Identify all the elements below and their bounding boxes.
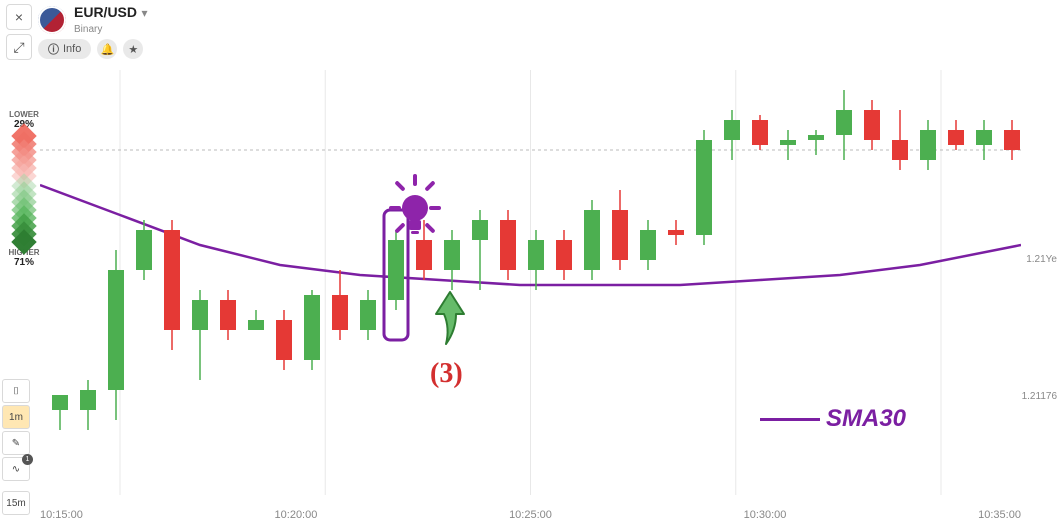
chart-header: × ⤢ EUR/USD ▾ Binary ⓘ Info 🔔 ★ [0, 0, 154, 68]
favorite-button[interactable]: ★ [123, 39, 143, 59]
pair-flag-icon [38, 6, 66, 34]
timeframe-1m-button[interactable]: 1m [2, 405, 30, 429]
draw-button[interactable]: ✎ [2, 431, 30, 455]
indicator-button[interactable]: ∿ 1 [2, 457, 30, 481]
instrument-selector[interactable]: EUR/USD ▾ Binary [38, 4, 148, 35]
x-tick: 10:20:00 [275, 509, 318, 521]
dropdown-icon: ▾ [141, 6, 147, 20]
x-tick: 10:15:00 [40, 509, 83, 521]
up-arrow-icon [432, 290, 468, 353]
y-tick: 1.21Ye [1026, 254, 1057, 265]
x-tick: 10:25:00 [509, 509, 552, 521]
x-tick: 10:30:00 [744, 509, 787, 521]
x-tick: 10:35:00 [978, 509, 1021, 521]
alert-button[interactable]: 🔔 [97, 39, 117, 59]
candle-style-button[interactable]: ⌷ [2, 379, 30, 403]
close-button[interactable]: × [6, 4, 32, 30]
x-axis: 10:15:00 10:20:00 10:25:00 10:30:00 10:35:00 [40, 509, 1021, 521]
timeframe-15m-button[interactable]: 15m [2, 491, 30, 515]
pair-subtitle: Binary [74, 24, 148, 35]
y-tick: 1.21176 [1022, 391, 1057, 402]
left-toolbar: ⌷ 1m ✎ ∿ 1 15m [2, 379, 30, 515]
pair-name-label: EUR/USD [74, 4, 137, 20]
expand-button[interactable]: ⤢ [6, 34, 32, 60]
info-button[interactable]: ⓘ Info [38, 39, 91, 59]
annotation-number: (3) [430, 358, 463, 390]
legend-line-icon [760, 418, 820, 421]
idea-bulb-icon [385, 170, 445, 245]
sma-legend: SMA30 [760, 405, 906, 433]
